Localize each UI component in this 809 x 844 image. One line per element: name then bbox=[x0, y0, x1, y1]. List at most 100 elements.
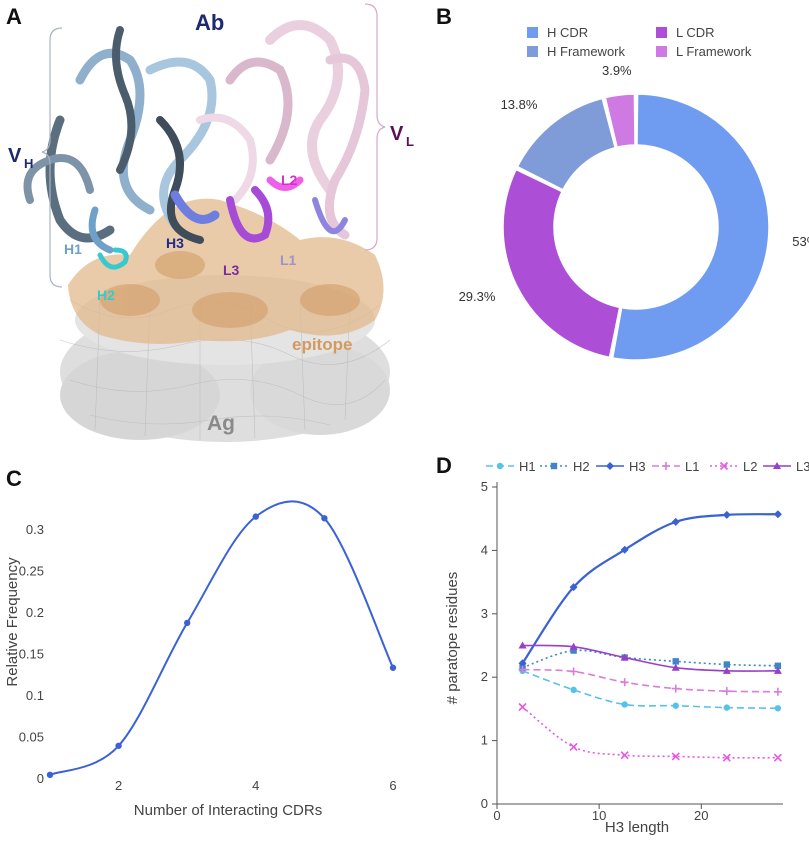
series-point-h2-1 bbox=[570, 647, 577, 654]
series-point-h3-2 bbox=[620, 545, 629, 554]
panel-a: A bbox=[6, 3, 414, 442]
chart-d-xtick-0: 0 bbox=[493, 808, 500, 823]
series-point-h3-3 bbox=[671, 517, 680, 526]
legend-label-h1: H1 bbox=[519, 459, 536, 474]
donut-slice-h-framework bbox=[516, 97, 617, 191]
chart-c-ytick-0-15: 0.15 bbox=[19, 646, 44, 661]
legend-label-h3: H3 bbox=[629, 459, 646, 474]
legend-swatch-h-cdr bbox=[527, 27, 538, 38]
donut-slice-l-framework bbox=[604, 93, 636, 149]
series-point-l1-0 bbox=[518, 665, 527, 674]
chart-d-xlabel: H3 length bbox=[605, 819, 669, 836]
series-point-h2-5 bbox=[774, 662, 782, 669]
series-point-l3-2 bbox=[620, 653, 629, 661]
chart-d-ytick-2: 2 bbox=[481, 669, 488, 684]
series-point-l3-0 bbox=[518, 641, 527, 649]
series-point-h3-4 bbox=[722, 510, 731, 519]
legend-label-h-framework: H Framework bbox=[547, 44, 626, 59]
series-point-h1-5 bbox=[774, 705, 782, 712]
series-point-l2-2 bbox=[620, 751, 629, 760]
chart-c-point-6 bbox=[389, 664, 397, 671]
series-line-l2 bbox=[522, 706, 778, 759]
series-point-l1-5 bbox=[773, 687, 782, 696]
series-point-l2-5 bbox=[773, 753, 782, 762]
series-point-l3-3 bbox=[671, 663, 680, 671]
legend-marker-l3 bbox=[773, 462, 781, 469]
legend-label-h2: H2 bbox=[573, 459, 590, 474]
panel-d: D H1 H2 H3 L1 L2 L3 0 10 20 0 1 2 3 4 5 H3 length # p… bbox=[436, 453, 809, 836]
panel-d-letter: D bbox=[436, 453, 452, 478]
chart-c-ytick-0-3: 0.3 bbox=[26, 522, 44, 537]
series-point-h3-0 bbox=[518, 659, 527, 668]
legend-label-l-framework: L Framework bbox=[676, 44, 752, 59]
chart-d-plot bbox=[518, 510, 782, 762]
chart-c-ytick-0-2: 0.2 bbox=[26, 605, 44, 620]
h2-label: H2 bbox=[97, 287, 115, 303]
series-point-h2-3 bbox=[672, 658, 679, 665]
chart-d-axes: 0 10 20 0 1 2 3 4 5 bbox=[481, 479, 783, 823]
l1-label: L1 bbox=[280, 252, 297, 268]
chart-c-ytick-0-1: 0.1 bbox=[26, 688, 44, 703]
legend-marker-h1 bbox=[496, 462, 504, 470]
series-point-l3-4 bbox=[722, 666, 731, 674]
chart-c-point-1 bbox=[46, 771, 54, 779]
series-point-h2-4 bbox=[723, 661, 731, 668]
chart-d-ytick-0: 0 bbox=[481, 796, 488, 811]
panel-b-letter: B bbox=[436, 4, 452, 29]
panel-a-letter: A bbox=[6, 4, 22, 29]
panel-c: C 2 4 6 0 0.05 0.1 0.15 0.2 0.25 0.3 Number of In… bbox=[4, 466, 397, 819]
series-line-l3 bbox=[522, 644, 778, 672]
chart-d-legend: H1 H2 H3 L1 L2 L3 bbox=[486, 459, 809, 474]
donut-slice-l-cdr bbox=[502, 168, 621, 359]
antigen-label: Ag bbox=[207, 412, 235, 435]
donut-legend: H CDR L CDR H Framework L Framework bbox=[527, 25, 752, 59]
series-line-l1 bbox=[522, 668, 778, 693]
chart-c-xlabel: Number of Interacting CDRs bbox=[134, 802, 322, 819]
legend-label-l3: L3 bbox=[796, 459, 809, 474]
series-point-h3-1 bbox=[569, 583, 578, 592]
series-point-h1-1 bbox=[570, 686, 577, 694]
antibody-label: Ab bbox=[195, 10, 224, 35]
legend-label-h-cdr: H CDR bbox=[547, 25, 588, 40]
l3-label: L3 bbox=[223, 262, 240, 278]
vl-brace bbox=[364, 3, 386, 251]
chart-c-point-4 bbox=[252, 513, 259, 520]
series-point-h1-4 bbox=[723, 704, 731, 711]
series-point-l1-1 bbox=[569, 667, 578, 676]
chart-c-xtick-4: 4 bbox=[252, 778, 259, 793]
series-point-l2-4 bbox=[722, 753, 731, 762]
series-point-l1-3 bbox=[671, 684, 680, 693]
series-point-l3-1 bbox=[569, 642, 578, 650]
vl-label: V bbox=[390, 123, 404, 145]
chart-c-axes: 2 4 6 0 0.05 0.1 0.15 0.2 0.25 0.3 bbox=[19, 522, 397, 793]
series-point-l2-1 bbox=[569, 742, 578, 752]
chart-c-ytick-0-25: 0.25 bbox=[19, 563, 44, 578]
chart-c-xtick-2: 2 bbox=[115, 778, 122, 793]
series-line-h1 bbox=[522, 670, 778, 710]
donut-chart: 53% 29.3% 13.8% 3.9% bbox=[459, 63, 809, 361]
donut-slice-h-cdr bbox=[611, 93, 770, 361]
vh-brace bbox=[41, 27, 63, 288]
series-point-h1-2 bbox=[621, 701, 628, 708]
series-point-l2-0 bbox=[518, 702, 527, 712]
chart-d-xtick-20: 20 bbox=[694, 808, 708, 823]
chart-c-point-2 bbox=[115, 742, 122, 749]
legend-marker-l2 bbox=[719, 461, 729, 471]
legend-marker-h2 bbox=[550, 462, 558, 470]
cdr-loops bbox=[88, 176, 348, 270]
legend-label-l-cdr: L CDR bbox=[676, 25, 715, 40]
chart-d-ytick-3: 3 bbox=[481, 606, 488, 621]
legend-marker-h3 bbox=[606, 462, 614, 470]
donut-label-l-cdr: 29.3% bbox=[459, 289, 496, 304]
chart-d-ytick-5: 5 bbox=[481, 479, 488, 494]
panel-c-letter: C bbox=[6, 466, 22, 491]
chart-d-ylabel: # paratope residues bbox=[444, 572, 461, 705]
donut-label-h-cdr: 53% bbox=[792, 234, 809, 249]
chart-c-xtick-6: 6 bbox=[389, 778, 396, 793]
series-point-l1-4 bbox=[722, 687, 731, 696]
donut-label-l-framework: 3.9% bbox=[602, 63, 632, 78]
vh-label: V bbox=[8, 145, 22, 167]
series-line-h3 bbox=[521, 513, 778, 664]
chart-c-ylabel: Relative Frequency bbox=[4, 557, 21, 687]
